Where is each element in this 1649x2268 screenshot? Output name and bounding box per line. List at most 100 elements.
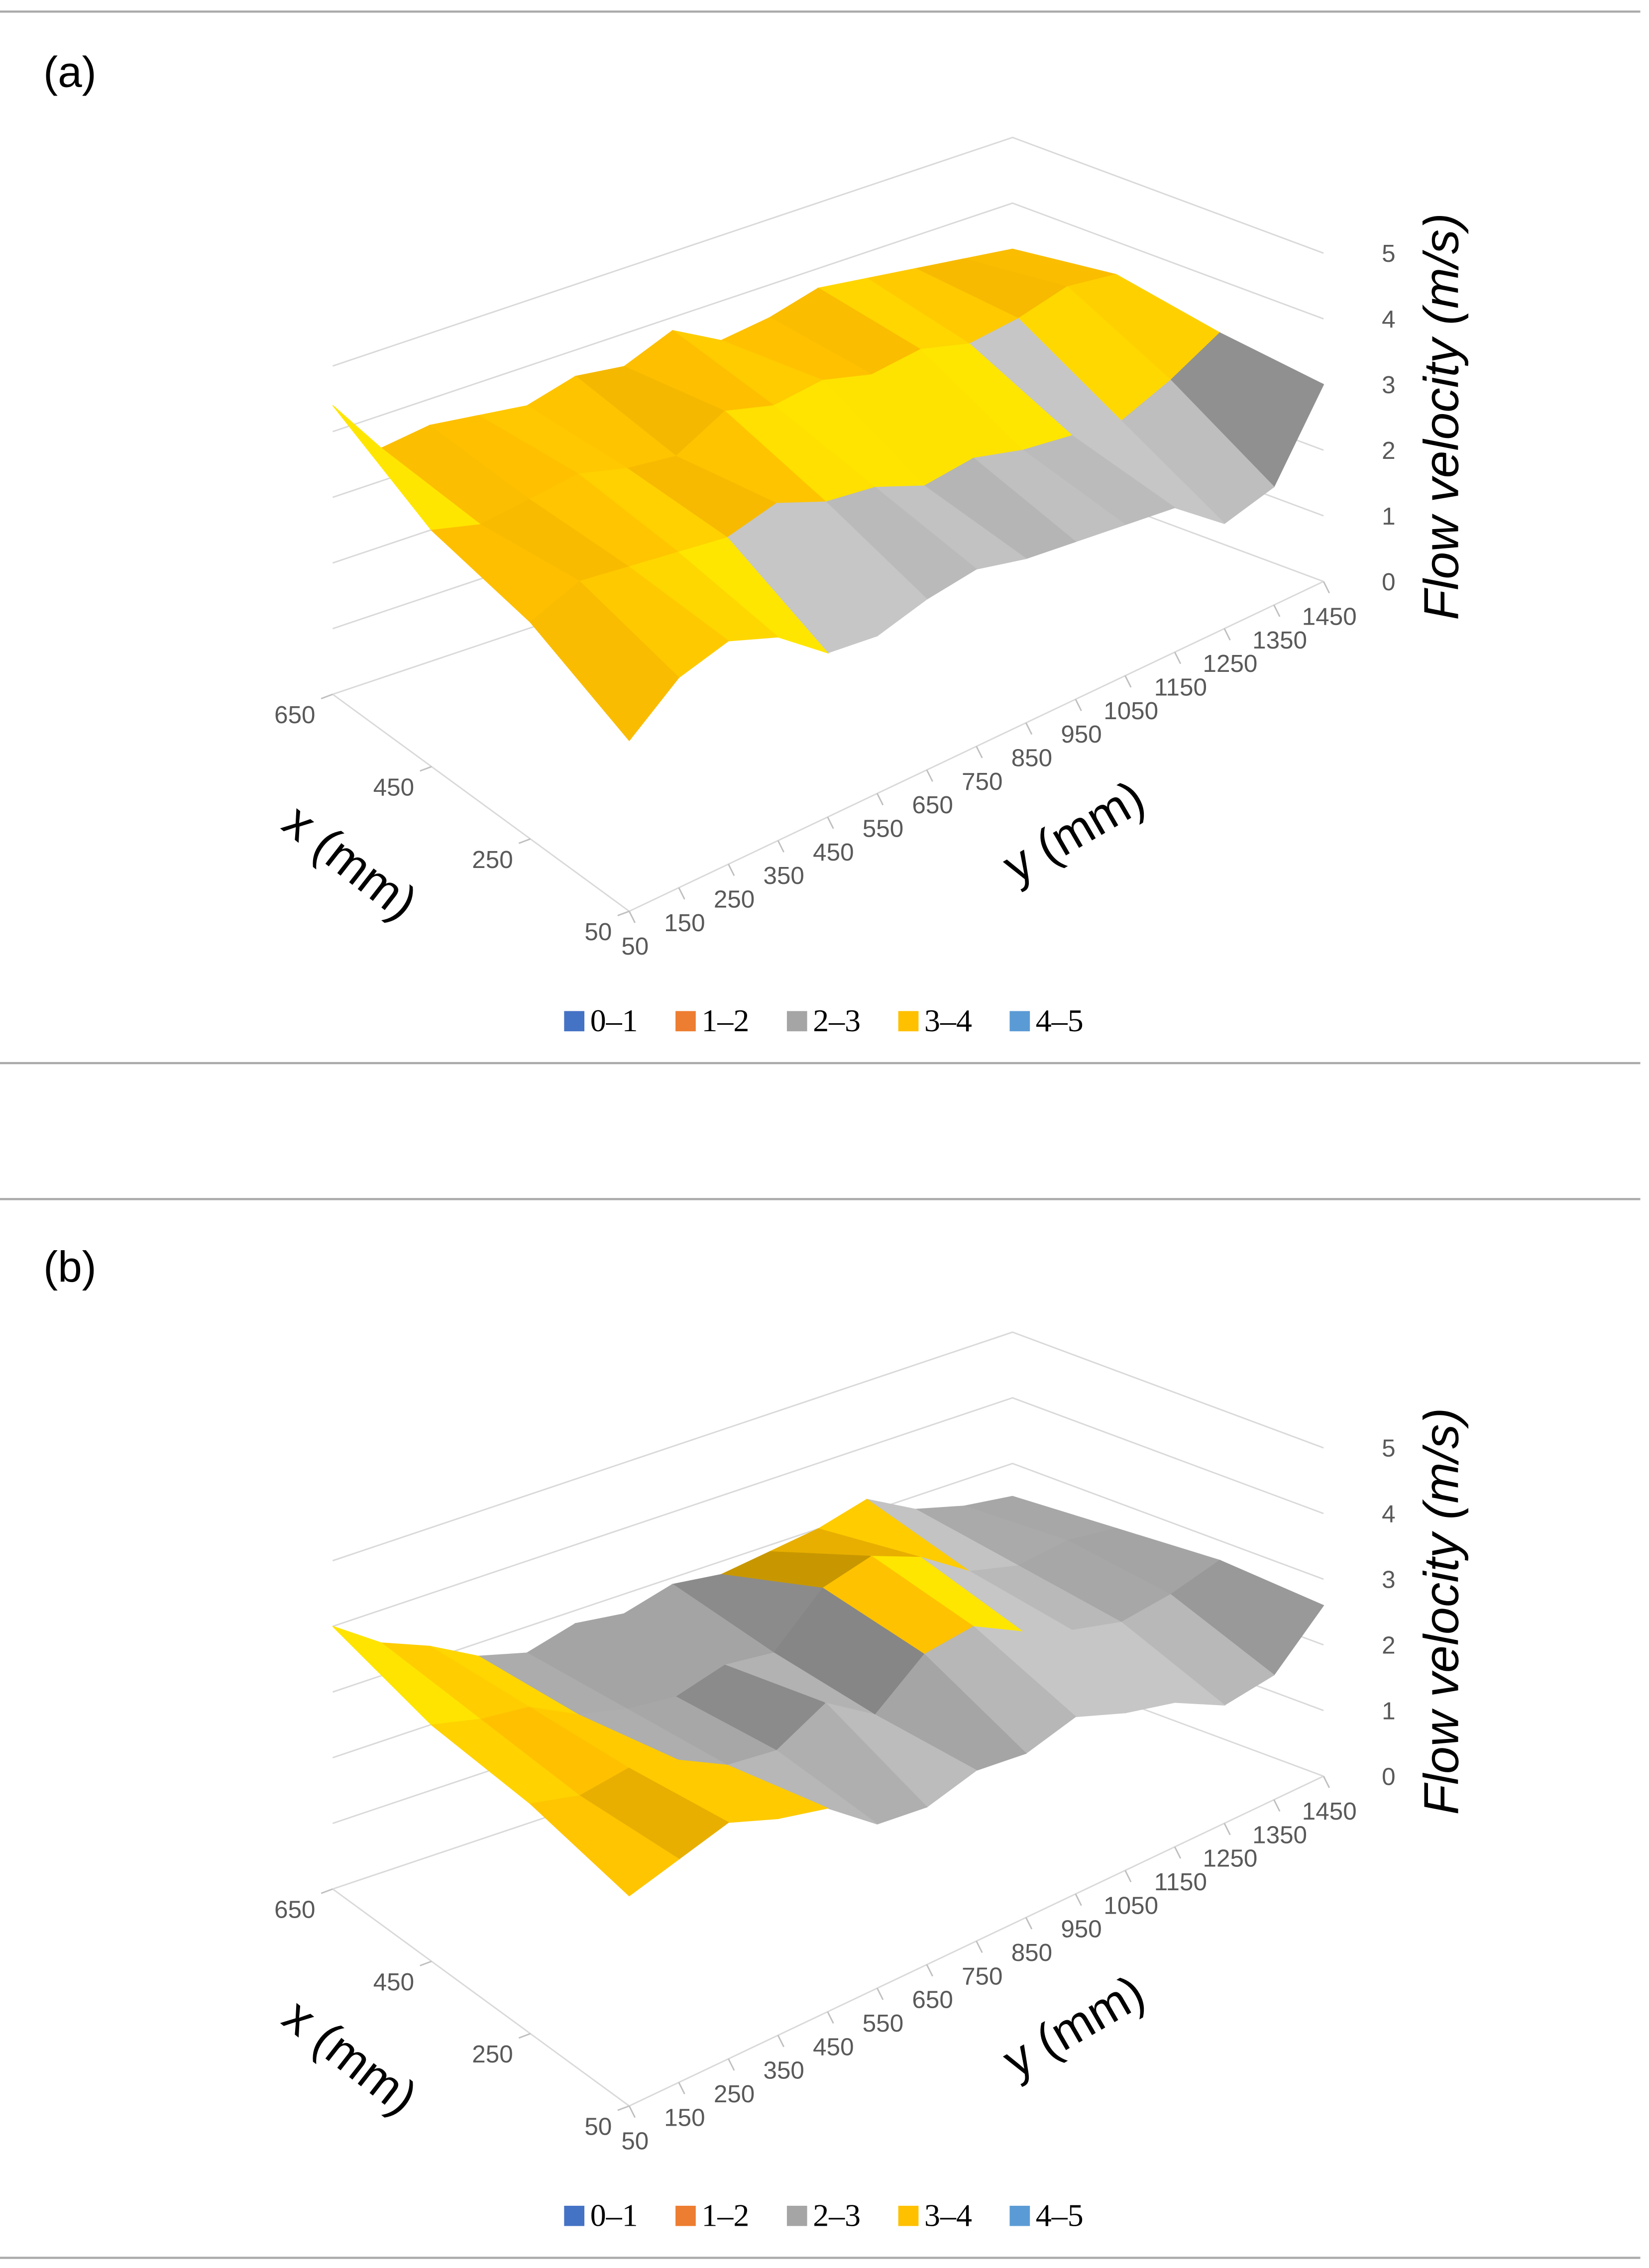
y-tick-mark — [976, 1941, 983, 1953]
y-tick-label: 650 — [912, 1986, 953, 2014]
legend-label: 1–2 — [701, 2198, 749, 2233]
z-tick-label: 5 — [1382, 240, 1395, 267]
y-tick-label: 550 — [863, 2010, 903, 2037]
z-tick-label: 2 — [1382, 437, 1395, 464]
legend-label: 4–5 — [1036, 1003, 1084, 1038]
y-tick-label: 1450 — [1302, 603, 1357, 631]
y-tick-label: 1050 — [1103, 697, 1158, 725]
x-tick-label: 50 — [584, 2113, 612, 2141]
legend-swatch — [898, 1011, 919, 1032]
y-tick-label: 950 — [1061, 1916, 1101, 1943]
z-tick-label: 0 — [1382, 568, 1395, 596]
y-tick-mark — [976, 746, 983, 758]
legend-swatch — [675, 1011, 696, 1032]
z-tick-label: 4 — [1382, 1501, 1395, 1528]
y-tick-label: 1450 — [1302, 1798, 1357, 1825]
grid-line — [332, 136, 1324, 367]
legend-label: 0–1 — [590, 1003, 638, 1038]
y-tick-mark — [1124, 675, 1132, 688]
y-tick-mark — [1322, 1776, 1330, 1788]
y-tick-mark — [877, 1988, 884, 2000]
x-tick-mark — [420, 765, 432, 772]
y-tick-label: 1350 — [1252, 627, 1307, 654]
y-tick-mark — [877, 793, 884, 806]
y-tick-mark — [678, 2082, 685, 2094]
y-tick-label: 650 — [912, 791, 953, 819]
y-tick-mark — [777, 2035, 785, 2048]
grid-line — [332, 202, 1324, 432]
y-tick-mark — [827, 2011, 834, 2024]
legend-label: 1–2 — [701, 1003, 749, 1038]
x-axis-title: x (mm) — [273, 1988, 428, 2125]
y-tick-mark — [1174, 1846, 1182, 1859]
y-tick-mark — [1174, 651, 1182, 664]
y-tick-mark — [827, 816, 834, 829]
y-tick-label: 750 — [962, 1962, 1002, 1990]
y-tick-mark — [1273, 1799, 1281, 1812]
y-tick-label: 450 — [813, 2033, 854, 2060]
y-axis-title: y (mm) — [993, 769, 1153, 893]
x-tick-mark — [518, 838, 531, 844]
x-tick-label: 50 — [584, 918, 612, 946]
y-tick-label: 150 — [664, 2104, 705, 2131]
y-tick-label: 950 — [1061, 721, 1101, 748]
x-tick-mark — [321, 693, 333, 700]
y-tick-mark — [926, 1964, 933, 1977]
z-tick-label: 2 — [1382, 1631, 1395, 1659]
y-tick-mark — [628, 911, 636, 923]
y-tick-mark — [1025, 1917, 1033, 1930]
surface-chart: (b)0123455025045065050150250350450550650… — [43, 1243, 1468, 2233]
surface-chart: (a)0123455025045065050150250350450550650… — [43, 48, 1468, 1038]
legend-label: 0–1 — [590, 2198, 638, 2233]
y-tick-label: 1050 — [1103, 1892, 1158, 1919]
y-tick-mark — [926, 769, 933, 782]
x-tick-label: 650 — [274, 701, 315, 729]
grid-line — [332, 1331, 1324, 1562]
y-tick-label: 1150 — [1154, 674, 1207, 701]
y-tick-label: 1350 — [1252, 1821, 1307, 1848]
axis-line — [332, 693, 630, 912]
y-tick-label: 50 — [621, 933, 649, 960]
legend-swatch — [898, 2205, 919, 2226]
x-tick-label: 250 — [472, 2041, 513, 2068]
y-tick-mark — [728, 2058, 735, 2071]
grid-line — [332, 1462, 1324, 1693]
legend-swatch — [786, 1011, 807, 1032]
z-tick-label: 1 — [1382, 503, 1395, 530]
surface-cell — [530, 581, 679, 742]
z-axis-title: Flow velocity (m/s) — [1414, 1408, 1468, 1815]
y-tick-label: 250 — [714, 885, 755, 913]
axis-line — [332, 1888, 630, 2107]
y-tick-label: 50 — [621, 2128, 649, 2155]
y-tick-label: 1250 — [1203, 650, 1258, 677]
z-tick-label: 0 — [1382, 1763, 1395, 1790]
x-tick-label: 650 — [274, 1896, 315, 1924]
z-tick-label: 5 — [1382, 1435, 1395, 1462]
z-axis-title: Flow velocity (m/s) — [1414, 213, 1468, 620]
legend-swatch — [675, 2205, 696, 2226]
x-tick-mark — [518, 2033, 531, 2039]
legend-swatch — [564, 1011, 585, 1032]
legend-label: 2–3 — [813, 2198, 861, 2233]
y-tick-label: 750 — [962, 768, 1002, 795]
y-tick-label: 150 — [664, 909, 705, 937]
y-tick-mark — [628, 2105, 636, 2118]
legend-label: 4–5 — [1036, 2198, 1084, 2233]
y-tick-label: 350 — [764, 862, 804, 889]
legend-swatch — [1009, 2205, 1030, 2226]
y-tick-mark — [678, 887, 685, 900]
y-tick-mark — [777, 840, 785, 853]
y-tick-mark — [1223, 1823, 1231, 1836]
panel-label: (a) — [43, 48, 97, 96]
x-tick-mark — [617, 2105, 630, 2111]
z-tick-label: 4 — [1382, 306, 1395, 333]
y-tick-label: 350 — [764, 2057, 804, 2084]
legend-label: 3–4 — [924, 1003, 972, 1038]
x-tick-label: 450 — [373, 773, 414, 801]
y-tick-label: 1250 — [1203, 1845, 1258, 1872]
x-tick-mark — [420, 1960, 432, 1966]
y-tick-label: 450 — [813, 839, 854, 866]
y-tick-mark — [1223, 628, 1231, 641]
y-tick-mark — [728, 864, 735, 876]
